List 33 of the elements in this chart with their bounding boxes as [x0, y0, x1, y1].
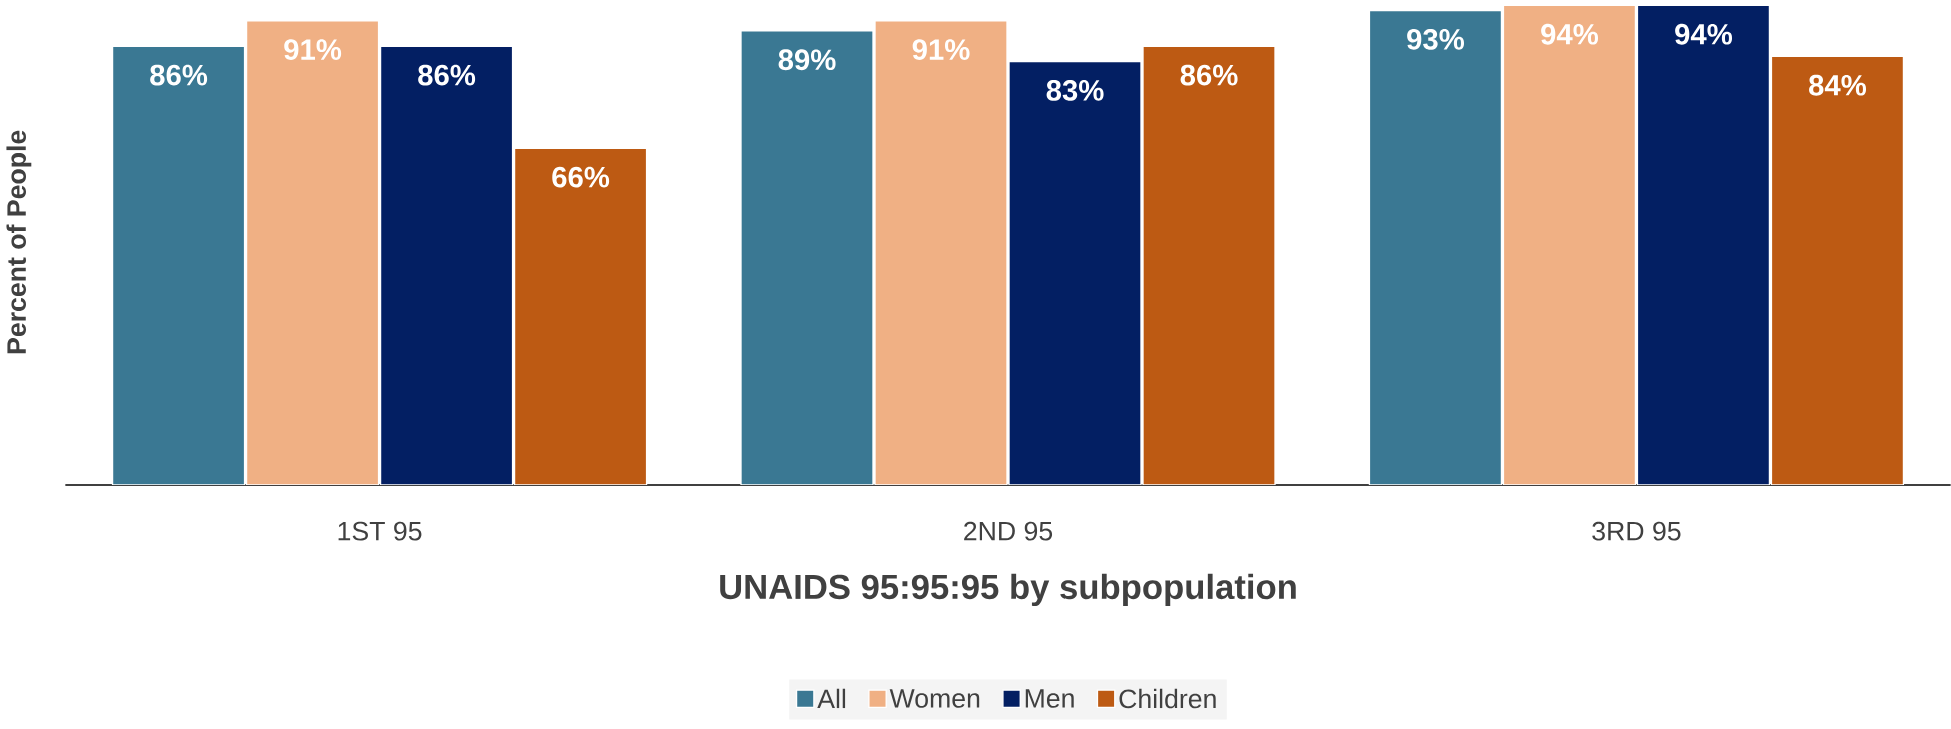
bar	[1770, 55, 1905, 485]
data-label: 93%	[1407, 28, 1465, 50]
data-label: 86%	[150, 64, 208, 86]
data-label: 94%	[1675, 23, 1733, 45]
data-label: 66%	[552, 166, 610, 188]
x-tick-label: 1ST 95	[338, 521, 422, 541]
bar	[740, 30, 874, 485]
bar	[111, 45, 246, 485]
x-axis-title: UNAIDS 95:95:95 by subpopulation	[720, 573, 1296, 607]
bar	[379, 45, 514, 485]
data-label: 83%	[1046, 79, 1104, 101]
bar	[1502, 4, 1637, 485]
data-label: 91%	[284, 39, 342, 60]
bar	[1142, 45, 1276, 485]
y-axis-title: Percent of People	[6, 130, 32, 354]
bar	[513, 147, 648, 485]
data-label: 86%	[1180, 64, 1238, 86]
legend-label: Children	[1119, 688, 1216, 709]
legend-label: Women	[889, 689, 980, 708]
data-label: 94%	[1541, 23, 1599, 45]
data-label: 89%	[778, 49, 836, 71]
bar	[1636, 4, 1771, 485]
legend-label: All	[817, 688, 846, 709]
x-tick-label: 3RD 95	[1592, 521, 1681, 541]
bar	[874, 20, 1008, 485]
bar	[245, 20, 380, 485]
data-label: 86%	[418, 64, 476, 86]
bar	[1368, 9, 1503, 485]
data-label: 91%	[912, 39, 970, 60]
legend-label: Men	[1025, 689, 1074, 708]
bar	[1008, 60, 1142, 485]
x-tick-label: 2ND 95	[964, 521, 1053, 541]
data-label: 84%	[1809, 74, 1867, 96]
